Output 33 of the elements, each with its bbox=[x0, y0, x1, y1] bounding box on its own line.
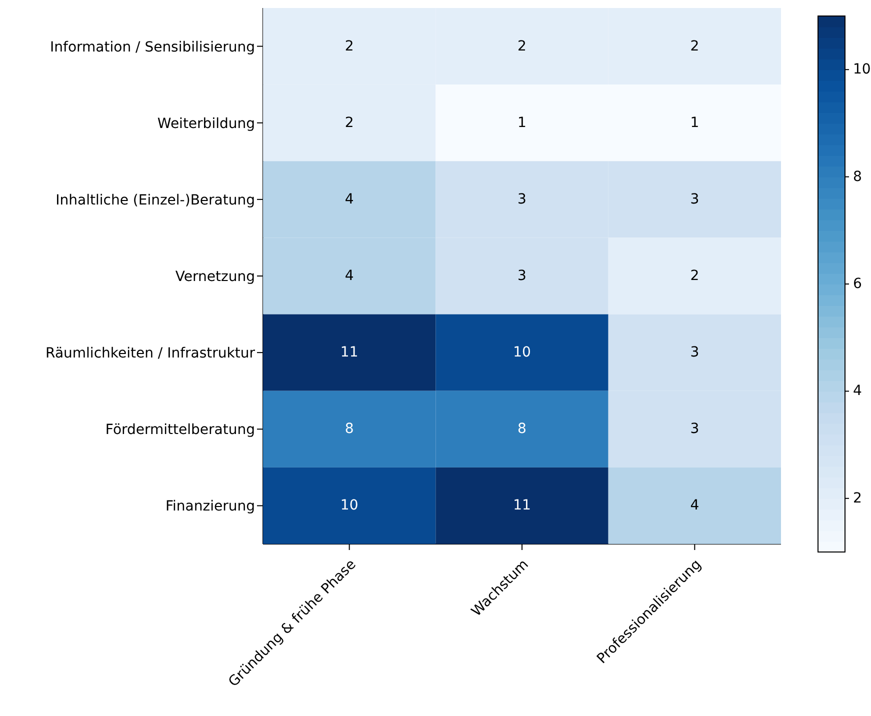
color-bar-label: 8 bbox=[853, 168, 862, 185]
y-tick-label: Räumlichkeiten / Infrastruktur bbox=[46, 346, 256, 362]
data-label: 3 bbox=[690, 421, 700, 438]
data-label: 2 bbox=[344, 38, 354, 54]
data-label: 3 bbox=[518, 268, 526, 284]
y-tick-label: Vernetzung bbox=[175, 268, 255, 285]
data-label: 8 bbox=[344, 421, 354, 438]
y-tick-label: Inhaltliche (Einzel-)Beratung bbox=[56, 192, 255, 208]
color-bar-label: 10 bbox=[853, 62, 871, 78]
y-tick-label: Finanzierung bbox=[166, 498, 255, 515]
y-tick-label: Fördermittelberatung bbox=[105, 422, 255, 438]
data-label: 3 bbox=[518, 191, 526, 208]
color-bar-label: 4 bbox=[853, 383, 862, 400]
data-label: 3 bbox=[690, 191, 700, 208]
color-bar-label: 2 bbox=[853, 490, 862, 506]
data-label: 4 bbox=[690, 498, 700, 514]
data-label: 1 bbox=[518, 114, 526, 131]
data-label: 10 bbox=[513, 344, 531, 361]
data-label: 8 bbox=[518, 421, 526, 438]
data-label: 2 bbox=[518, 38, 526, 54]
data-label: 4 bbox=[344, 268, 354, 284]
data-label: 3 bbox=[690, 344, 700, 361]
data-label: 2 bbox=[344, 114, 354, 131]
data-label: 4 bbox=[344, 191, 354, 208]
y-tick-label: Information / Sensibilisierung bbox=[50, 39, 255, 56]
data-label: 2 bbox=[690, 38, 700, 54]
y-tick-label: Weiterbildung bbox=[157, 116, 255, 132]
data-label: 2 bbox=[690, 268, 700, 284]
data-label: 10 bbox=[340, 498, 358, 514]
color-bar-label: 6 bbox=[853, 276, 862, 292]
data-label: 11 bbox=[513, 498, 531, 514]
data-label: 1 bbox=[690, 114, 700, 131]
data-label: 11 bbox=[340, 344, 358, 361]
